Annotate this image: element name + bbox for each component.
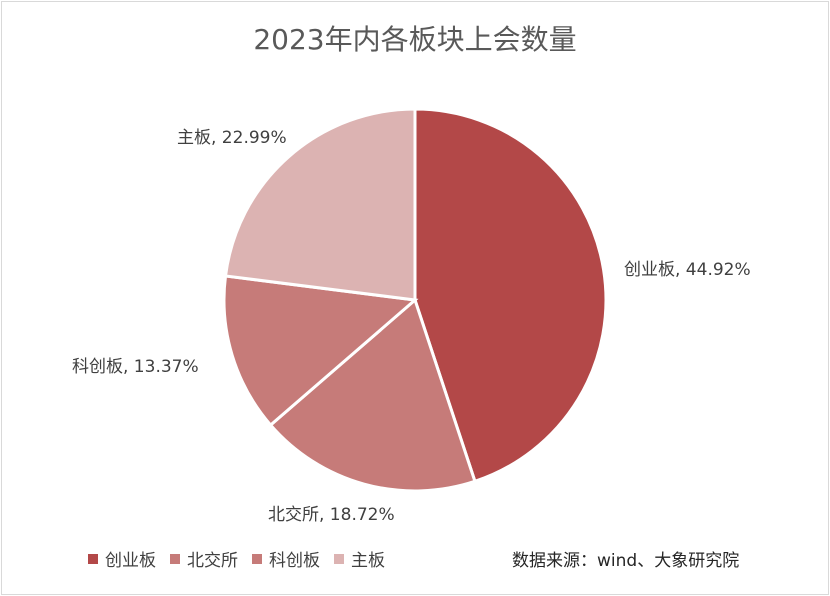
legend-swatch — [88, 553, 98, 564]
legend-label: 科创板 — [269, 551, 320, 571]
legend-swatch — [334, 553, 344, 564]
data-source-note: 数据来源：wind、大象研究院 — [512, 551, 740, 571]
legend-label: 创业板 — [105, 551, 156, 571]
slice-data-label: 主板, 22.99% — [177, 128, 287, 148]
pie-slice-3 — [222, 274, 419, 428]
slice-data-label: 创业板, 44.92% — [624, 260, 751, 280]
pie-slice-1 — [413, 107, 608, 484]
legend-swatch — [252, 553, 262, 564]
pie-labels: 创业板, 44.92% 北交所, 18.72% 科创板, 13.37% 主板, 22.… — [72, 128, 751, 525]
chart-title: 2023年内各板块上会数量 — [253, 23, 577, 56]
legend-item: 科创板 — [252, 546, 320, 571]
legend-swatch — [170, 553, 180, 564]
legend-item: 主板 — [334, 546, 385, 571]
pie-slices — [222, 107, 608, 493]
slice-data-label: 科创板, 13.37% — [72, 357, 199, 377]
chart-legend: 创业板 北交所 科创板 主板 — [88, 546, 385, 571]
pie-slice-2 — [268, 297, 477, 493]
legend-item: 北交所 — [170, 546, 238, 571]
legend-label: 主板 — [351, 551, 385, 571]
legend-label: 北交所 — [187, 551, 238, 571]
pie-slice-4 — [223, 107, 417, 302]
slice-data-label: 北交所, 18.72% — [268, 505, 395, 525]
legend-item: 创业板 — [88, 546, 156, 571]
